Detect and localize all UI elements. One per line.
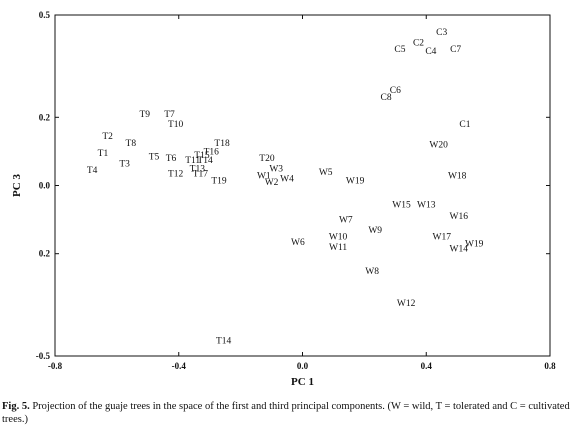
y-tick-label: 0.2 (39, 112, 51, 122)
data-point: T20 (259, 154, 275, 164)
data-point: T2 (102, 132, 113, 142)
data-point: W15 (392, 200, 411, 210)
data-point: T15 (194, 151, 210, 161)
data-point: W18 (448, 171, 467, 181)
data-point: C2 (413, 38, 424, 48)
data-point: W9 (368, 226, 382, 236)
data-point: T4 (87, 166, 98, 176)
y-axis-title: PC 3 (11, 174, 23, 197)
data-point: W13 (417, 200, 436, 210)
data-point: T13 (190, 164, 206, 174)
data-point: C7 (450, 45, 461, 55)
data-point: T7 (164, 110, 175, 120)
data-point: C5 (394, 45, 405, 55)
data-point: W10 (329, 233, 348, 243)
data-point: W8 (365, 267, 379, 277)
data-point: W2 (265, 178, 279, 188)
plot-frame (54, 14, 551, 357)
data-point: T1 (98, 149, 109, 159)
axis-ticks-layer: -0.8 -0.4 0.0 0.4 0.8 0.5 0.2 0.0 0.2 -0.5 (36, 10, 556, 371)
data-point: W11 (329, 243, 347, 253)
data-point: C6 (390, 86, 401, 96)
figure-caption: Fig. 5. Projection of the guaje trees in… (2, 400, 580, 426)
y-tick-label: 0.2 (39, 249, 51, 259)
data-point: W17 (432, 233, 451, 243)
x-tick-label: 0.0 (297, 361, 309, 371)
x-tick-label: -0.4 (172, 361, 187, 371)
data-point: T14 (197, 156, 213, 166)
data-point: W6 (291, 238, 305, 248)
data-point: W12 (397, 299, 416, 309)
data-point: T8 (126, 139, 137, 149)
data-point: T9 (139, 110, 150, 120)
figure-caption-text: Projection of the guaje trees in the spa… (2, 401, 570, 425)
data-point: C4 (425, 47, 436, 57)
data-point: T14 (216, 337, 232, 347)
x-axis-title: PC 1 (291, 376, 314, 388)
data-point: W1 (257, 171, 271, 181)
data-point: T11 (185, 156, 200, 166)
data-point: C3 (436, 28, 447, 38)
data-point: C8 (380, 93, 391, 103)
x-tick-label: 0.8 (544, 361, 556, 371)
y-tick-label: 0.5 (39, 10, 51, 20)
data-point: T5 (149, 153, 160, 163)
data-point: T10 (168, 120, 184, 130)
data-point: T19 (211, 176, 227, 186)
data-point: W20 (429, 141, 448, 151)
data-point: W3 (269, 164, 283, 174)
data-point: T16 (204, 147, 220, 157)
data-point: T17 (193, 170, 209, 180)
data-point: T12 (168, 170, 184, 180)
data-point: W19 (465, 239, 484, 249)
data-point: W5 (319, 168, 333, 178)
x-tick-label: -0.8 (48, 361, 63, 371)
data-point: W19 (346, 176, 365, 186)
data-point: W4 (280, 175, 294, 185)
y-tick-label: 0.0 (39, 181, 51, 191)
y-tick-label: -0.5 (36, 351, 51, 361)
data-point: C1 (459, 120, 470, 130)
data-point: W7 (339, 216, 353, 226)
x-tick-label: 0.4 (421, 361, 433, 371)
scatter-chart: -0.8 -0.4 0.0 0.4 0.8 0.5 0.2 0.0 0.2 -0.5 C3 C2 C5… (11, 10, 556, 388)
data-point: T3 (119, 159, 130, 169)
data-point: W14 (450, 245, 469, 255)
data-point: T18 (214, 139, 230, 149)
data-point: W16 (450, 212, 469, 222)
plot-frame-layer (54, 14, 551, 357)
data-point: T6 (166, 154, 177, 164)
figure-caption-label: Fig. 5. (2, 401, 30, 412)
